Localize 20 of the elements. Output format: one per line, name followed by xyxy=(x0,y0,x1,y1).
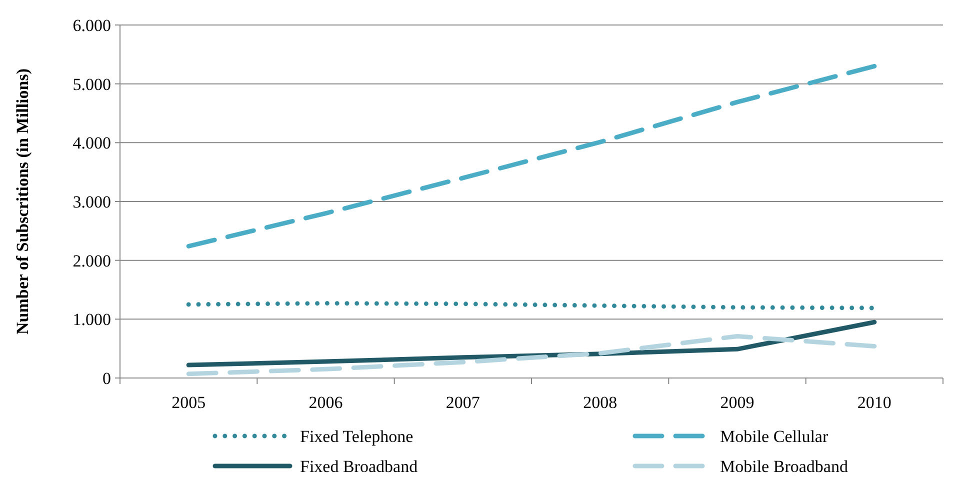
line-series xyxy=(186,64,877,248)
legend-label: Fixed Broadband xyxy=(300,456,418,476)
x-tick-label: 2007 xyxy=(446,393,480,412)
y-tick-label: 2.000 xyxy=(72,251,111,270)
y-tick-label: 3.000 xyxy=(72,192,111,212)
y-tick-label: 0 xyxy=(102,368,111,388)
legend-label: Mobile Cellular xyxy=(720,426,828,446)
legend-label: Fixed Telephone xyxy=(300,426,414,446)
x-tick-label: 2006 xyxy=(308,393,343,412)
legend-label: Mobile Broadband xyxy=(720,456,848,476)
x-tick-label: 2009 xyxy=(720,393,754,412)
y-tick-label: 5.000 xyxy=(72,74,111,94)
y-tick-label: 1.000 xyxy=(72,310,111,330)
y-axis-title: Number of Subscritions (in Millions) xyxy=(12,68,32,335)
y-tick-label: 4.000 xyxy=(72,134,111,153)
x-tick-label: 2005 xyxy=(172,393,206,412)
x-tick-label: 2008 xyxy=(583,393,618,412)
y-tick-label: 6.000 xyxy=(72,16,111,35)
x-tick-label: 2010 xyxy=(857,393,892,412)
line-series xyxy=(186,334,877,376)
